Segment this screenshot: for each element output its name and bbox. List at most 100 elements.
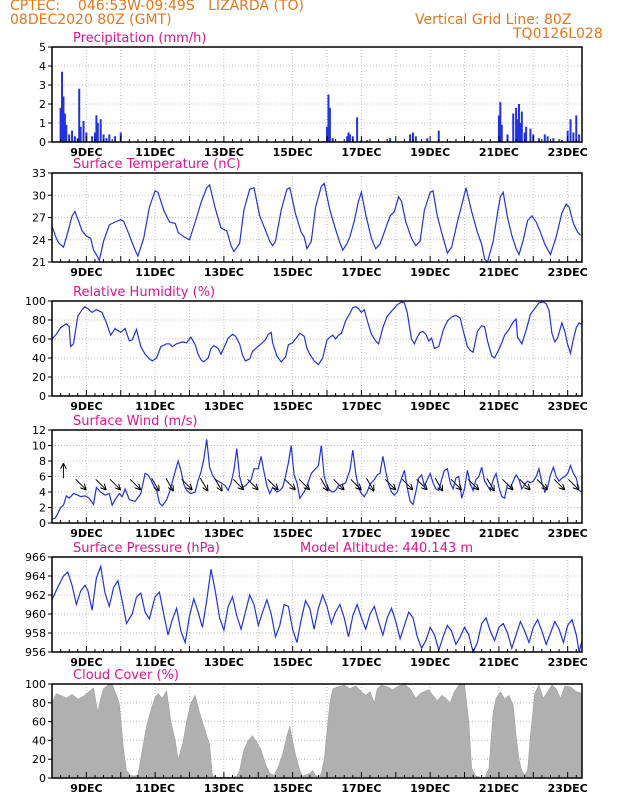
y-tick-label: 0: [39, 517, 46, 530]
y-tick-label: 4: [39, 486, 46, 499]
humidity-frame: [51, 300, 583, 397]
x-tick-label: 15DEC: [273, 656, 313, 669]
y-tick-label: 60: [32, 333, 46, 346]
x-tick-label: 21DEC: [479, 782, 519, 795]
wind-arrow: [502, 478, 513, 489]
x-tick-label: 9DEC: [70, 400, 102, 413]
y-tick-label: 0: [39, 772, 46, 785]
wind-arrow: [553, 478, 564, 489]
precip-bar: [331, 138, 334, 142]
y-tick-label: 8: [39, 455, 46, 468]
x-tick-label: 9DEC: [70, 782, 102, 795]
y-tick-label: 960: [25, 608, 46, 621]
precip-bar: [560, 140, 563, 142]
wind-arrow: [247, 478, 258, 489]
precip-bar: [389, 138, 392, 142]
x-tick-label: 9DEC: [70, 656, 102, 669]
y-tick-label: 5: [39, 41, 46, 54]
y-tick-label: 2: [39, 502, 46, 515]
precip-bar: [61, 71, 64, 142]
x-tick-label: 23DEC: [548, 146, 588, 159]
precipitation-title: Precipitation (mm/h): [73, 31, 206, 46]
y-tick-label: 100: [25, 295, 46, 308]
wind-arrow: [95, 478, 106, 489]
precip-bar: [356, 117, 359, 142]
y-tick-label: 1: [39, 117, 46, 130]
wind-arrow: [333, 478, 344, 489]
y-tick-label: 24: [32, 234, 46, 247]
x-tick-label: 23DEC: [548, 656, 588, 669]
wind-arrow: [267, 478, 278, 489]
y-tick-label: 27: [32, 212, 46, 225]
y-tick-label: 40: [32, 734, 46, 747]
precip-bar: [552, 138, 555, 142]
precip-bar: [409, 134, 412, 142]
y-tick-label: 2: [39, 98, 46, 111]
precip-bar: [543, 134, 546, 142]
temperature-line: [51, 182, 582, 264]
precip-bar: [328, 107, 331, 142]
x-tick-label: 13DEC: [204, 400, 244, 413]
cloud-panel: Cloud Cover (%) 0 20 40 60 80 100 9DEC 11DEC 13DE…: [25, 668, 588, 795]
humidity-panel: Relative Humidity (%) 0 20 40 60 80 100 9DEC 11D…: [25, 285, 588, 413]
wind-arrow: [467, 478, 478, 489]
y-tick-label: 40: [32, 352, 46, 365]
pressure-frame: [51, 556, 583, 653]
x-tick-label: 23DEC: [548, 782, 588, 795]
x-tick-label: 15DEC: [273, 146, 313, 159]
precip-bar: [546, 136, 549, 142]
precip-bar: [346, 136, 349, 142]
precip-bar: [114, 136, 117, 142]
y-tick-label: 21: [32, 256, 46, 269]
precip-bar: [523, 132, 526, 142]
wind-arrow: [450, 478, 461, 489]
pressure-line: [51, 564, 583, 654]
wind-arrow: [416, 478, 427, 489]
precip-bar: [578, 134, 581, 142]
model-altitude: Model Altitude: 440.143 m: [300, 541, 473, 556]
precip-bar: [95, 115, 98, 142]
precip-bar: [426, 138, 429, 142]
x-tick-label: 23DEC: [548, 266, 588, 279]
wind-arrow: [129, 478, 140, 489]
x-tick-label: 21DEC: [479, 400, 519, 413]
wind-arrow: [298, 478, 309, 489]
wind-arrow: [109, 478, 120, 489]
precip-bar: [347, 132, 350, 142]
pressure-panel: Surface Pressure (hPa) Model Altitude: 44…: [25, 541, 588, 669]
y-tick-label: 80: [32, 697, 46, 710]
precip-bar: [99, 119, 102, 142]
y-tick-label: 12: [32, 424, 46, 437]
precip-bar: [62, 96, 65, 142]
precip-bar: [572, 132, 575, 142]
x-tick-label: 17DEC: [341, 782, 381, 795]
y-tick-label: 956: [25, 646, 46, 659]
x-tick-label: 19DEC: [410, 527, 450, 540]
precip-bar: [516, 119, 519, 142]
precip-bar: [93, 132, 96, 142]
precip-bar: [68, 134, 71, 142]
precip-bar: [108, 134, 111, 142]
precip-bar: [519, 123, 522, 142]
y-tick-label: 33: [32, 167, 46, 180]
precip-bar: [91, 136, 94, 142]
y-tick-label: 3: [39, 79, 46, 92]
precip-bar: [79, 126, 82, 142]
precip-bar: [538, 138, 541, 142]
wind-arrow: [401, 478, 412, 489]
wind-arrow: [165, 477, 173, 490]
wind-arrow: [350, 478, 361, 489]
precip-bar: [525, 126, 528, 142]
precip-bar: [515, 107, 518, 142]
station-title: CPTEC: 046:53W-09:49S LIZARDA (TO): [10, 0, 304, 14]
wind-arrow: [384, 478, 395, 489]
x-tick-label: 21DEC: [479, 527, 519, 540]
y-tick-label: 0: [39, 136, 46, 149]
precip-bar: [63, 113, 66, 142]
humidity-title: Relative Humidity (%): [73, 285, 215, 300]
x-tick-label: 11DEC: [135, 146, 175, 159]
precip-bar: [437, 130, 440, 142]
precip-bar: [326, 126, 329, 142]
x-tick-label: 11DEC: [135, 266, 175, 279]
x-tick-label: 9DEC: [70, 146, 102, 159]
